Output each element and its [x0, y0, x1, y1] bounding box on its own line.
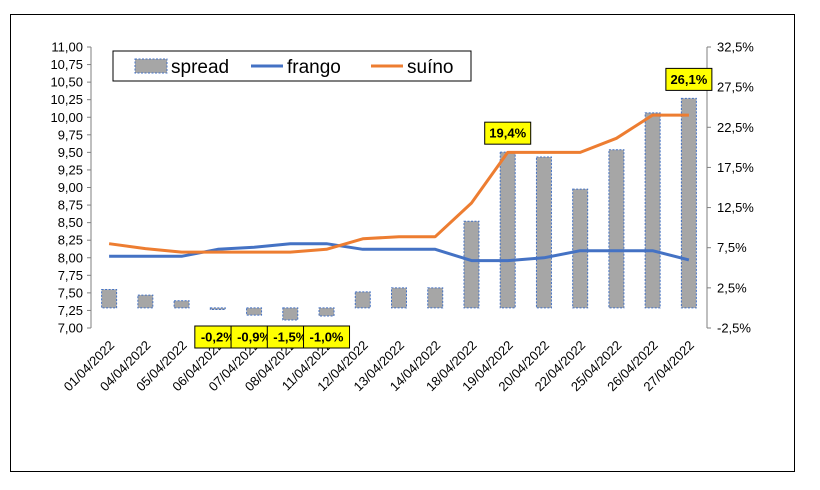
left-tick-label: 9,25 — [58, 162, 83, 177]
legend: spread frango suíno — [112, 50, 472, 82]
left-tick-label: 9,00 — [58, 180, 83, 195]
data-label: -1,0% — [310, 330, 344, 345]
chart-frame: 7,00 7,25 7,50 7,75 8,00 8,25 8,50 8,75 9,00 9,25… — [10, 14, 795, 472]
suino-line — [108, 113, 689, 254]
right-tick-label: 27,5% — [717, 80, 754, 95]
spread-bar — [427, 287, 444, 309]
spread-bar — [644, 112, 661, 309]
right-tick-label: 7,5% — [717, 240, 747, 255]
data-label: -0,9% — [237, 330, 271, 345]
data-label-box — [484, 121, 532, 145]
spread-bar — [246, 307, 263, 316]
spread-bar — [499, 151, 516, 309]
data-label-box — [665, 67, 713, 91]
left-tick-label: 8,00 — [58, 250, 83, 265]
right-tick-label: 22,5% — [717, 120, 754, 135]
right-tick-label: 2,5% — [717, 280, 747, 295]
left-tick-label: 7,50 — [58, 285, 83, 300]
data-label: -0,2% — [201, 330, 235, 345]
spread-bar — [318, 307, 335, 317]
spread-bar — [535, 156, 552, 309]
data-label-box — [303, 325, 351, 349]
left-tick-label: 8,75 — [58, 198, 83, 213]
left-tick-label: 11,00 — [51, 40, 83, 55]
left-tick-label: 10,00 — [50, 110, 83, 125]
left-tick-label: 9,75 — [58, 127, 83, 142]
left-tick-label: 9,50 — [58, 145, 83, 160]
left-tick-label: 10,25 — [50, 92, 83, 107]
left-tick-label: 7,00 — [58, 321, 83, 336]
data-label: 26,1% — [670, 72, 707, 87]
left-tick-label: 8,50 — [58, 215, 83, 230]
legend-label-suino: suíno — [407, 57, 453, 78]
lines-layer — [108, 113, 690, 263]
data-labels-layer: -0,2% -0,9% -1,5% -1,0% 19,4% 26,1% — [194, 67, 713, 349]
spread-bar — [173, 300, 190, 309]
spread-bar — [680, 97, 697, 309]
data-label: 19,4% — [489, 126, 526, 141]
spread-bar — [209, 307, 226, 311]
spread-bar — [354, 291, 371, 309]
spread-bar — [101, 288, 118, 309]
legend-label-spread: spread — [171, 57, 229, 78]
right-tick-label: 17,5% — [717, 160, 754, 175]
spread-bar — [137, 294, 154, 309]
left-tick-label: 10,75 — [50, 57, 83, 72]
legend-swatch-spread — [134, 58, 168, 74]
combo-chart: 7,00 7,25 7,50 7,75 8,00 8,25 8,50 8,75 9,00 9,25… — [50, 40, 754, 395]
left-tick-label: 7,75 — [58, 268, 83, 283]
right-tick-label: -2,5% — [717, 321, 751, 336]
spread-bar — [572, 188, 589, 309]
left-tick-label: 10,50 — [50, 75, 83, 90]
legend-box — [112, 50, 472, 82]
left-tick-label: 7,25 — [58, 303, 83, 318]
right-tick-label: 32,5% — [717, 40, 754, 55]
spread-bar — [463, 220, 480, 309]
spread-bar — [282, 307, 299, 321]
data-label: -1,5% — [273, 330, 307, 345]
legend-label-frango: frango — [287, 57, 341, 78]
left-tick-label: 8,25 — [58, 233, 83, 248]
spread-bar — [391, 287, 407, 309]
spread-bar — [608, 149, 625, 309]
right-tick-label: 12,5% — [717, 200, 754, 215]
bars-layer — [101, 97, 697, 321]
